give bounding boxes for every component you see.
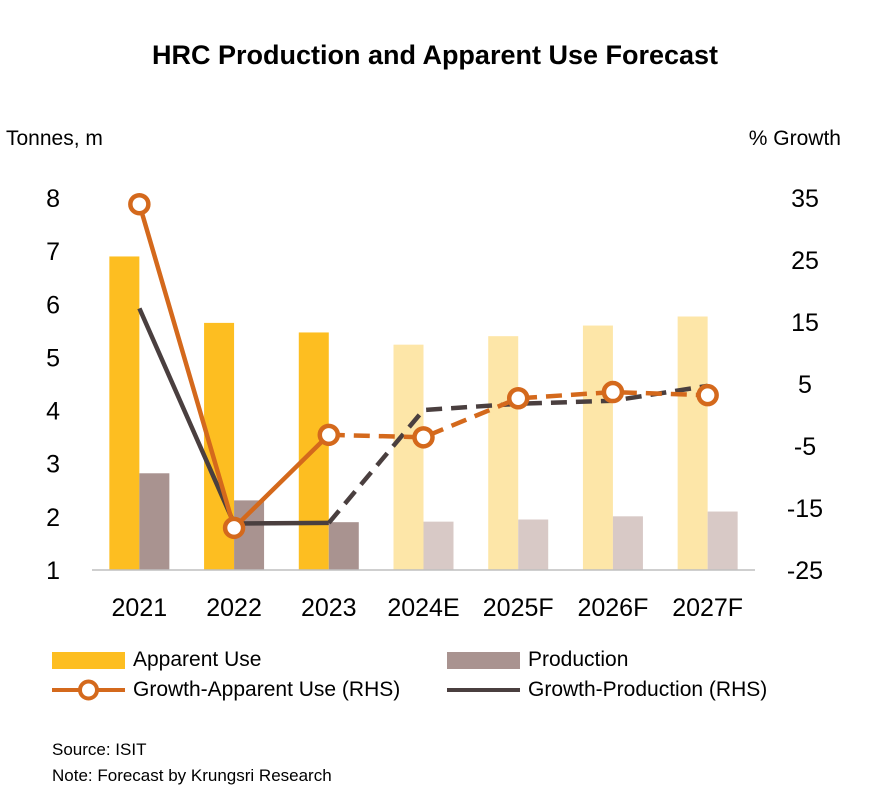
legend-swatch-growth-apparent-use <box>52 679 125 701</box>
left-tick-label: 4 <box>46 398 60 426</box>
left-tick-label: 7 <box>46 238 60 266</box>
apparent-use-bar-2025F <box>488 336 519 570</box>
growth-apparent-use-marker-2026F <box>601 380 625 404</box>
growth-apparent-use-marker-2022 <box>222 516 246 540</box>
production-bar-2025F <box>518 519 549 570</box>
right-tick-label: 15 <box>791 309 819 337</box>
growth-apparent-use-marker-2025F <box>506 387 530 410</box>
left-tick-label: 8 <box>46 185 60 213</box>
production-bar-2024E <box>423 521 454 570</box>
legend-label-growth-apparent-use: Growth-Apparent Use (RHS) <box>133 678 401 701</box>
legend-growth-apparent-use: Growth-Apparent Use (RHS) <box>52 678 400 702</box>
left-tick-label: 2 <box>46 504 60 532</box>
left-tick-label: 5 <box>46 344 60 372</box>
legend-swatch-growth-production <box>447 688 520 692</box>
production-bar-2027F <box>707 511 738 570</box>
right-tick-label: 35 <box>791 185 819 213</box>
right-tick-label: -5 <box>794 433 816 461</box>
production-bar-2026F <box>612 516 643 570</box>
x-tick-label: 2027F <box>672 594 743 622</box>
growth-apparent-use-marker-2023 <box>317 423 341 447</box>
x-tick-label: 2021 <box>112 594 168 622</box>
legend-production: Production <box>447 648 628 672</box>
right-tick-label: 5 <box>798 371 812 399</box>
production-bar-2021 <box>139 473 170 570</box>
left-tick-label: 6 <box>46 291 60 319</box>
x-tick-label: 2024E <box>387 594 459 622</box>
chart-canvas: Tonnes, m % Growth 1 2 3 4 5 6 7 8 -25 -15 -5 5 15 25… <box>6 127 841 622</box>
right-tick-label: -25 <box>787 557 823 585</box>
growth-apparent-use-forecast-line <box>328 389 708 440</box>
apparent-use-bar-2024E <box>393 344 424 570</box>
right-axis-label: % Growth <box>749 127 841 150</box>
source-note: Source: ISIT <box>52 740 147 759</box>
apparent-use-bar-2021 <box>109 256 140 570</box>
forecast-note: Note: Forecast by Krungsri Research <box>52 766 332 785</box>
legend-label-production: Production <box>528 648 629 671</box>
apparent-use-bar-2027F <box>677 316 708 570</box>
legend-growth-production: Growth-Production (RHS) <box>447 678 767 702</box>
production-bar-2023 <box>328 522 359 570</box>
growth-apparent-use-marker-2021 <box>128 192 151 216</box>
x-tick-label: 2022 <box>206 594 262 622</box>
right-tick-label: -15 <box>787 495 823 523</box>
growth-apparent-use-marker-2027F <box>696 383 719 407</box>
legend-label-growth-production: Growth-Production (RHS) <box>528 678 768 701</box>
x-tick-label: 2023 <box>301 594 357 622</box>
legend-swatch-production <box>447 651 520 669</box>
legend-label-apparent-use: Apparent Use <box>133 648 262 671</box>
left-tick-label: 1 <box>46 557 60 585</box>
chart-title: HRC Production and Apparent Use Forecast <box>151 40 719 70</box>
legend-apparent-use: Apparent Use <box>52 648 261 672</box>
x-tick-label: 2025F <box>483 594 554 622</box>
left-axis-label: Tonnes, m <box>6 127 103 150</box>
apparent-use-bar-2026F <box>582 325 613 570</box>
x-tick-label: 2026F <box>577 594 648 622</box>
left-tick-label: 3 <box>46 451 60 479</box>
right-tick-label: 25 <box>791 247 819 275</box>
legend-swatch-apparent-use <box>52 651 125 669</box>
growth-apparent-use-marker-2024E <box>412 426 435 449</box>
